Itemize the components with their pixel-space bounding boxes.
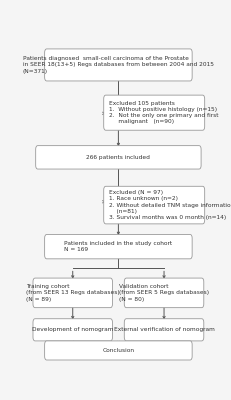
FancyBboxPatch shape xyxy=(33,278,112,308)
FancyBboxPatch shape xyxy=(124,319,204,341)
Text: Development of nomogram: Development of nomogram xyxy=(32,327,113,332)
FancyBboxPatch shape xyxy=(45,234,192,259)
Text: Excluded (N = 97)
1. Race unknown (n=2)
2. Without detailed TNM stage informatio: Excluded (N = 97) 1. Race unknown (n=2) … xyxy=(109,190,231,220)
Text: Patients included in the study cohort
N = 169: Patients included in the study cohort N … xyxy=(64,241,173,252)
Text: Validation cohort
(from SEER 5 Regs databases)
(N = 80): Validation cohort (from SEER 5 Regs data… xyxy=(119,284,209,302)
Text: Training cohort
(from SEER 13 Regs databases)
(N = 89): Training cohort (from SEER 13 Regs datab… xyxy=(26,284,120,302)
FancyBboxPatch shape xyxy=(104,186,205,224)
Text: Conclusion: Conclusion xyxy=(102,348,134,353)
FancyBboxPatch shape xyxy=(33,319,112,341)
FancyBboxPatch shape xyxy=(36,146,201,169)
FancyBboxPatch shape xyxy=(45,341,192,360)
Text: Excluded 105 patients
1.  Without positive histology (n=15)
2.  Not the only one: Excluded 105 patients 1. Without positiv… xyxy=(109,101,219,124)
FancyBboxPatch shape xyxy=(45,49,192,81)
FancyBboxPatch shape xyxy=(124,278,204,308)
FancyBboxPatch shape xyxy=(104,95,205,130)
Text: Patients diagnosed  small-cell carcinoma of the Prostate
in SEER 18(13+5) Regs d: Patients diagnosed small-cell carcinoma … xyxy=(23,56,214,74)
Text: External verification of nomogram: External verification of nomogram xyxy=(114,327,214,332)
Text: 266 patients included: 266 patients included xyxy=(86,155,150,160)
